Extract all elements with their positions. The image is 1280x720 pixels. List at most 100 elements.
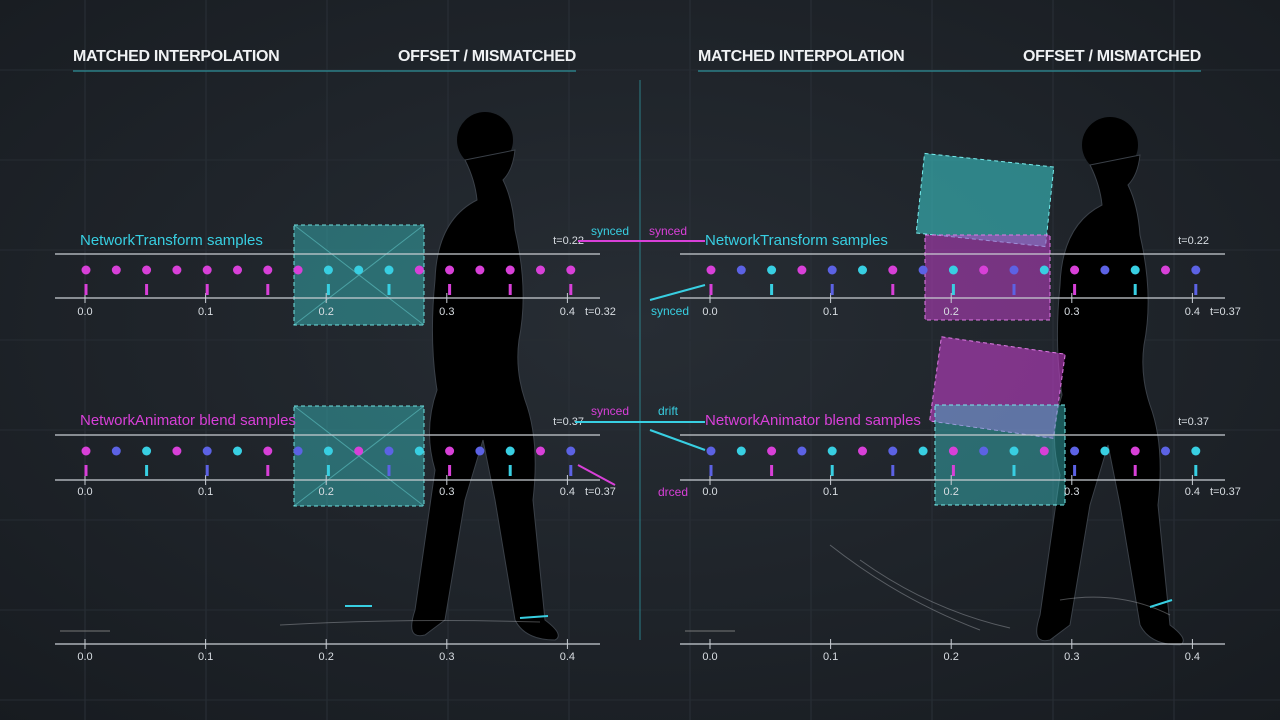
sample-dot	[202, 446, 212, 456]
sample-dot	[827, 446, 837, 456]
sample-dot	[354, 265, 364, 275]
sample-dot	[81, 265, 91, 275]
arrow	[649, 429, 706, 451]
sample-dot	[445, 265, 455, 275]
arrow	[1149, 599, 1173, 608]
sample-dot	[536, 265, 545, 275]
sample-dot	[293, 265, 303, 275]
time-marker-top: t=0.37	[1178, 416, 1209, 428]
sample-dot	[918, 265, 928, 275]
sample-dot	[566, 265, 576, 275]
sample-dot	[475, 446, 485, 456]
sample-dot	[384, 265, 394, 275]
sample-dot	[1009, 446, 1019, 456]
sample-bar	[145, 284, 149, 295]
sample-bar	[205, 284, 209, 295]
sample-dot	[566, 446, 576, 456]
time-marker-bottom: t=0.32	[585, 306, 616, 318]
panel-header-right: OFFSET / MISMATCHED	[398, 48, 576, 65]
sample-dot	[1191, 265, 1201, 275]
sample-dot	[797, 265, 807, 275]
sample-bar	[266, 284, 270, 295]
sample-dot	[858, 446, 867, 456]
axis-tick-label: 0.1	[823, 306, 838, 318]
axis-tick-label: 0.2	[319, 306, 334, 318]
sample-dot	[475, 265, 485, 275]
axis-tick-label: 0.2	[319, 651, 334, 663]
axis-tick-label: 0.4	[560, 486, 575, 498]
sample-bar	[1194, 465, 1198, 476]
track-label: NetworkAnimator blend samples	[80, 412, 296, 429]
sample-dot	[536, 446, 545, 456]
connector-label: synced	[649, 224, 687, 238]
axis-tick-label: 0.0	[702, 486, 717, 498]
axis-tick-label: 0.3	[439, 486, 454, 498]
sample-dot	[233, 446, 242, 456]
axis-tick-label: 0.3	[1064, 651, 1079, 663]
sample-bar	[1073, 465, 1077, 476]
axis-tick-label: 0.2	[944, 306, 959, 318]
sample-dot	[505, 265, 515, 275]
sample-dot	[767, 265, 777, 275]
sample-bar	[1133, 465, 1137, 476]
axis-tick-label: 0.1	[823, 486, 838, 498]
sample-dot	[354, 446, 364, 456]
sample-dot	[979, 446, 989, 456]
sample-bar	[891, 284, 895, 295]
axis-tick-label: 0.4	[1185, 306, 1200, 318]
sample-dot	[323, 265, 333, 275]
arrow	[649, 284, 706, 301]
sample-dot	[1039, 446, 1049, 456]
arrow	[577, 464, 616, 486]
time-marker-bottom: t=0.37	[1210, 306, 1241, 318]
sample-dot	[979, 265, 989, 275]
connector-label: synced	[591, 224, 629, 238]
track-label: NetworkAnimator blend samples	[705, 412, 921, 429]
axis-tick-label: 0.3	[439, 651, 454, 663]
connector-label: drift	[658, 404, 679, 418]
sample-bar	[326, 465, 330, 476]
sample-bar	[1073, 284, 1077, 295]
sample-bar	[387, 284, 391, 295]
track-label: NetworkTransform samples	[80, 232, 263, 249]
sample-bar	[508, 284, 512, 295]
sample-dot	[111, 446, 121, 456]
sample-dot	[706, 265, 716, 275]
sample-dot	[888, 446, 898, 456]
sample-dot	[505, 446, 515, 456]
time-marker-top: t=0.22	[553, 235, 584, 247]
time-marker-bottom: t=0.37	[585, 486, 616, 498]
sample-dot	[1130, 265, 1140, 275]
axis-tick-label: 0.2	[944, 486, 959, 498]
sample-dot	[414, 446, 424, 456]
sample-bar	[387, 465, 391, 476]
sample-bar	[951, 465, 955, 476]
sample-dot	[797, 446, 807, 456]
sample-bar	[891, 465, 895, 476]
time-marker-top: t=0.22	[1178, 235, 1209, 247]
sample-dot	[202, 265, 212, 275]
sample-bar	[770, 284, 774, 295]
panel-header-right: OFFSET / MISMATCHED	[1023, 48, 1201, 65]
sample-dot	[918, 446, 928, 456]
sample-bar	[830, 465, 834, 476]
sample-dot	[1161, 446, 1170, 456]
sample-dot	[706, 446, 716, 456]
sample-dot	[445, 446, 455, 456]
sample-dot	[263, 446, 273, 456]
sample-bar	[326, 284, 330, 295]
sample-dot	[858, 265, 867, 275]
sample-bar	[84, 284, 88, 295]
sample-dot	[1100, 265, 1110, 275]
sample-dot	[323, 446, 333, 456]
sample-bar	[951, 284, 955, 295]
sample-bar	[508, 465, 512, 476]
sample-dot	[111, 265, 121, 275]
sample-dot	[1039, 265, 1049, 275]
sample-dot	[948, 446, 958, 456]
axis-tick-label: 0.0	[77, 486, 92, 498]
axis-tick-label: 0.1	[198, 651, 213, 663]
sample-dot	[172, 265, 182, 275]
axis-tick-label: 0.3	[1064, 306, 1079, 318]
